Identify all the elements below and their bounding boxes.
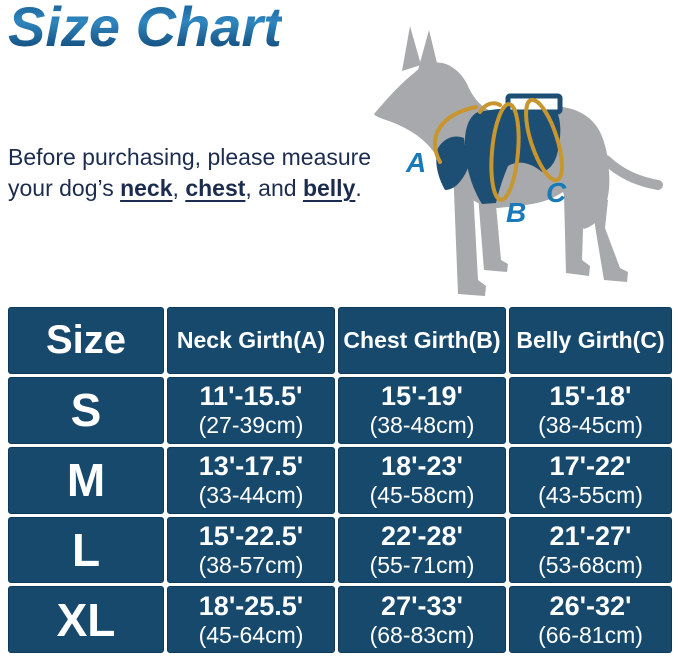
harness-chest-panel — [436, 136, 468, 190]
cell-m-chest: 18'-23' (45-58cm) — [338, 446, 506, 514]
cell-xl-neck: 18'-25.5' (45-64cm) — [167, 586, 335, 653]
page-title: Size Chart — [8, 0, 282, 59]
range-value: 27'-33' — [381, 590, 463, 621]
cm-value: (33-44cm) — [198, 482, 304, 509]
harness-body — [464, 106, 561, 204]
cm-value: (68-83cm) — [369, 621, 475, 648]
size-table: Size Neck Girth(A) Chest Girth(B) Belly … — [8, 307, 672, 653]
range-value: 18'-23' — [381, 451, 463, 482]
table-header-chest-girth: Chest Girth(B) — [338, 307, 506, 374]
range-value: 17'-22' — [549, 451, 632, 482]
cm-value: (38-48cm) — [369, 412, 475, 439]
cell-m-neck: 13'-17.5' (33-44cm) — [167, 446, 335, 514]
chest-strap-b — [489, 102, 521, 202]
keyword-chest: chest — [185, 175, 246, 201]
cell-l-neck: 15'-22.5' (38-57cm) — [167, 516, 335, 584]
label-a: A — [405, 147, 426, 178]
size-label-m: M — [8, 446, 164, 514]
range-value: 15'-22.5' — [198, 520, 304, 551]
keyword-neck: neck — [120, 175, 173, 201]
range-value: 15'-19' — [381, 381, 463, 412]
label-b: B — [506, 197, 526, 228]
range-value: 11'-15.5' — [199, 381, 303, 412]
cell-xl-chest: 27'-33' (68-83cm) — [338, 586, 506, 653]
table-header-neck-girth: Neck Girth(A) — [167, 307, 335, 374]
dog-measurement-diagram: A B C — [358, 20, 676, 308]
dog-front-leg — [453, 166, 486, 296]
dog-rear-leg-2 — [590, 192, 628, 282]
shoulder-strap — [478, 101, 502, 114]
cm-value: (38-45cm) — [538, 412, 643, 439]
cm-value: (27-39cm) — [198, 412, 304, 439]
size-label-xl: XL — [8, 586, 164, 653]
intro-line-2: your dog’s neck, chest, and belly. — [8, 175, 362, 201]
cell-m-belly: 17'-22' (43-55cm) — [509, 446, 672, 514]
table-header-size: Size — [8, 307, 164, 374]
table-header-belly-girth: Belly Girth(C) — [509, 307, 672, 374]
cell-l-chest: 22'-28' (55-71cm) — [338, 516, 506, 584]
cell-s-belly: 15'-18' (38-45cm) — [509, 377, 672, 444]
dog-ears — [402, 26, 438, 71]
range-value: 21'-27' — [549, 520, 632, 551]
label-c: C — [546, 177, 567, 208]
range-value: 18'-25.5' — [198, 590, 304, 621]
keyword-belly: belly — [302, 175, 356, 201]
size-label-s: S — [8, 377, 164, 444]
range-value: 22'-28' — [381, 520, 463, 551]
cm-value: (45-58cm) — [369, 482, 475, 509]
range-value: 13'-17.5' — [198, 451, 304, 482]
dog-tail — [601, 155, 663, 190]
range-value: 15'-18' — [549, 381, 632, 412]
cell-s-neck: 11'-15.5' (27-39cm) — [167, 377, 335, 444]
size-label-l: L — [8, 516, 164, 584]
cm-value: (38-57cm) — [198, 551, 304, 578]
neck-strap-a — [433, 105, 478, 164]
belly-strap-c — [524, 97, 564, 183]
cm-value: (66-81cm) — [538, 621, 643, 648]
cm-value: (55-71cm) — [369, 551, 475, 578]
cm-value: (53-68cm) — [538, 551, 643, 578]
cm-value: (45-64cm) — [198, 621, 304, 648]
cell-l-belly: 21'-27' (53-68cm) — [509, 516, 672, 584]
cell-xl-belly: 26'-32' (66-81cm) — [509, 586, 672, 653]
cell-s-chest: 15'-19' (38-48cm) — [338, 377, 506, 444]
cm-value: (43-55cm) — [538, 482, 643, 509]
dog-illustration: A B C — [374, 26, 663, 296]
dog-rear-leg — [564, 195, 590, 276]
intro-line-1: Before purchasing, please measure — [8, 144, 372, 170]
intro-text: Before purchasing, please measure your d… — [8, 142, 376, 204]
range-value: 26'-32' — [549, 590, 632, 621]
